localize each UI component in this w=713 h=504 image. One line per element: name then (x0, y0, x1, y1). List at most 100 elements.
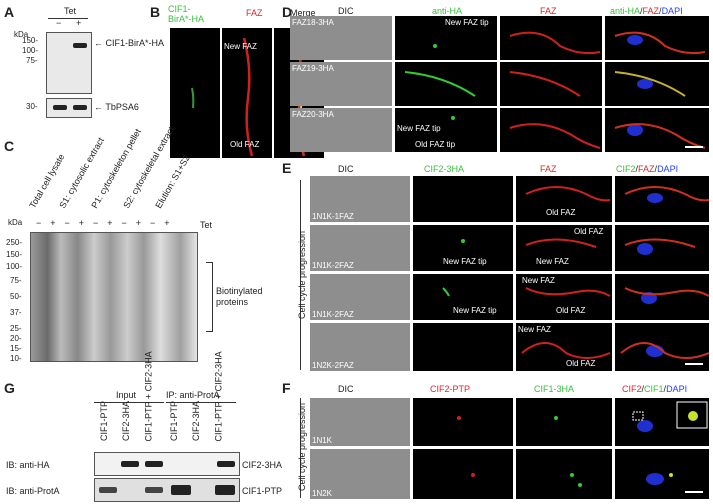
e-r3-merge (615, 274, 709, 320)
f-col-merge: CIF2/CIF1/DAPI (622, 384, 688, 394)
g-input: Input (116, 390, 137, 400)
f-r1-cif1 (516, 398, 612, 446)
e-r3-newfaz: New FAZ (522, 276, 555, 285)
b-col1: CIF1-BirA*-HA (168, 4, 205, 24)
band-label-cif1: ← CIF1-BirA*-HA (94, 38, 165, 48)
panel-label-f: F (282, 380, 291, 396)
scale-bar-f (685, 491, 703, 493)
g-band-cif1: CIF1-PTP (242, 486, 283, 496)
b-col3: Merge (290, 8, 316, 18)
c-m-100: 100- (6, 262, 23, 271)
c-m-20: 20- (10, 334, 22, 343)
e-col-merge: CIF2/FAZ/DAPI (616, 164, 679, 174)
g-lane-1: CIF1-PTP (99, 400, 109, 441)
f-side-arrow (300, 398, 301, 498)
d-r2-ha (395, 62, 497, 106)
c-m-150: 150- (6, 250, 23, 259)
f-merge-c: DAPI (666, 384, 688, 394)
c-m-75: 75- (10, 276, 22, 285)
g-band-cif2: CIF2-3HA (242, 460, 283, 470)
e-r1-dic: 1N1K-1FAZ (310, 176, 410, 222)
b-img-faz: New FAZ Old FAZ (222, 28, 272, 158)
e-r3-dic: 1N1K-2FAZ (310, 274, 410, 320)
f-r2-merge (615, 449, 709, 499)
g-lane-2: CIF2-3HA (121, 400, 131, 441)
c-bracket (206, 262, 213, 332)
d-r1-ha: New FAZ tip (395, 16, 497, 60)
c-m-15: 15- (10, 344, 22, 353)
f-col-dic: DIC (338, 384, 354, 394)
band-name-cif1: CIF1-BirA*-HA (105, 38, 165, 48)
c-m-250: 250- (6, 238, 23, 247)
blot-g-prota (94, 478, 240, 502)
d-r3-newtip: New FAZ tip (397, 124, 441, 133)
g-lane-4: CIF1-PTP (169, 400, 179, 441)
e-r3-faz: New FAZ Old FAZ (516, 274, 612, 320)
g-line-input (94, 402, 164, 403)
b-col2: FAZ (246, 8, 263, 18)
e-r1-cif2 (413, 176, 513, 222)
f-side-label: Cell cycle progression (297, 402, 307, 492)
g-line-ip (166, 402, 236, 403)
c-m-37: 37- (10, 308, 22, 317)
c-kda: kDa (8, 218, 23, 227)
e-merge-b: FAZ (638, 164, 655, 174)
e-r3-newtip: New FAZ tip (453, 306, 497, 315)
g-ip: IP: anti-ProtA (166, 390, 220, 400)
g-lane-3: CIF1-PTP + CIF2-3HA (143, 351, 154, 442)
f-r2-cif2 (413, 449, 513, 499)
c-bracket-label: Biotinylated proteins (216, 286, 263, 307)
f-r1-dic: 1N1K (310, 398, 410, 446)
b-img-green (170, 28, 220, 158)
d-r3-faz (500, 108, 602, 152)
e-r2-label: 1N1K-2FAZ (312, 261, 354, 270)
e-r3-label: 1N1K-2FAZ (312, 310, 354, 319)
blot-c (30, 232, 198, 362)
panel-label-g: G (4, 380, 15, 396)
d-r3-dic: FAZ20-3HA (290, 108, 392, 152)
marker-75: 75- (26, 56, 38, 65)
e-r4-cif2 (413, 323, 513, 371)
f-r1-merge (615, 398, 709, 446)
marker-150: 150- (22, 36, 39, 45)
d-r2-dic: FAZ19-3HA (290, 62, 392, 106)
d-col-merge: anti-HA/FAZ/DAPI (610, 6, 683, 16)
panel-label-e: E (282, 160, 292, 176)
e-r3-oldfaz: Old FAZ (556, 306, 586, 315)
f-merge-a: CIF2 (622, 384, 642, 394)
blot-g-ha (94, 452, 240, 476)
g-ib-prota: IB: anti-ProtA (6, 486, 60, 496)
e-r1-oldfaz: Old FAZ (546, 208, 576, 217)
e-r4-dic: 1N2K-2FAZ (310, 323, 410, 371)
e-r4-oldfaz: Old FAZ (566, 359, 596, 368)
e-r2-newfaz: New FAZ (536, 257, 569, 266)
e-r1-faz: Old FAZ (516, 176, 612, 222)
d-r1-merge (605, 16, 709, 60)
f-r1-cif2 (413, 398, 513, 446)
d-r2-faz (500, 62, 602, 106)
e-r1-label: 1N1K-1FAZ (312, 212, 354, 221)
f-merge-b: CIF1 (644, 384, 664, 394)
e-r4-newfaz: New FAZ (518, 325, 551, 334)
c-tet: Tet (200, 220, 213, 230)
d-merge-b: FAZ (642, 6, 660, 16)
f-col-cif1: CIF1-3HA (534, 384, 575, 394)
e-r2-cif2: New FAZ tip (413, 225, 513, 271)
g-lane-6: CIF1-PTP + CIF2-3HA (213, 351, 224, 442)
d-col-dic: DIC (338, 6, 354, 16)
c-lane-5: Elution: S1+S2 (153, 153, 192, 210)
tet-line (48, 18, 88, 19)
band-name-psa6: TbPSA6 (105, 102, 139, 112)
panel-label-b: B (150, 4, 161, 20)
e-r2-faz: Old FAZ New FAZ (516, 225, 612, 271)
b-old-faz: Old FAZ (230, 140, 260, 149)
d-r1-label: FAZ18-3HA (292, 18, 334, 27)
e-r4-faz: New FAZ Old FAZ (516, 323, 612, 371)
e-col-dic: DIC (338, 164, 354, 174)
e-r2-oldfaz: Old FAZ (574, 227, 604, 236)
e-merge-a: CIF2 (616, 164, 636, 174)
d-r3-ha: New FAZ tip Old FAZ tip (395, 108, 497, 152)
blot-a-top (46, 32, 92, 94)
panel-label-c: C (4, 138, 15, 154)
tet-minus: − (56, 18, 62, 28)
